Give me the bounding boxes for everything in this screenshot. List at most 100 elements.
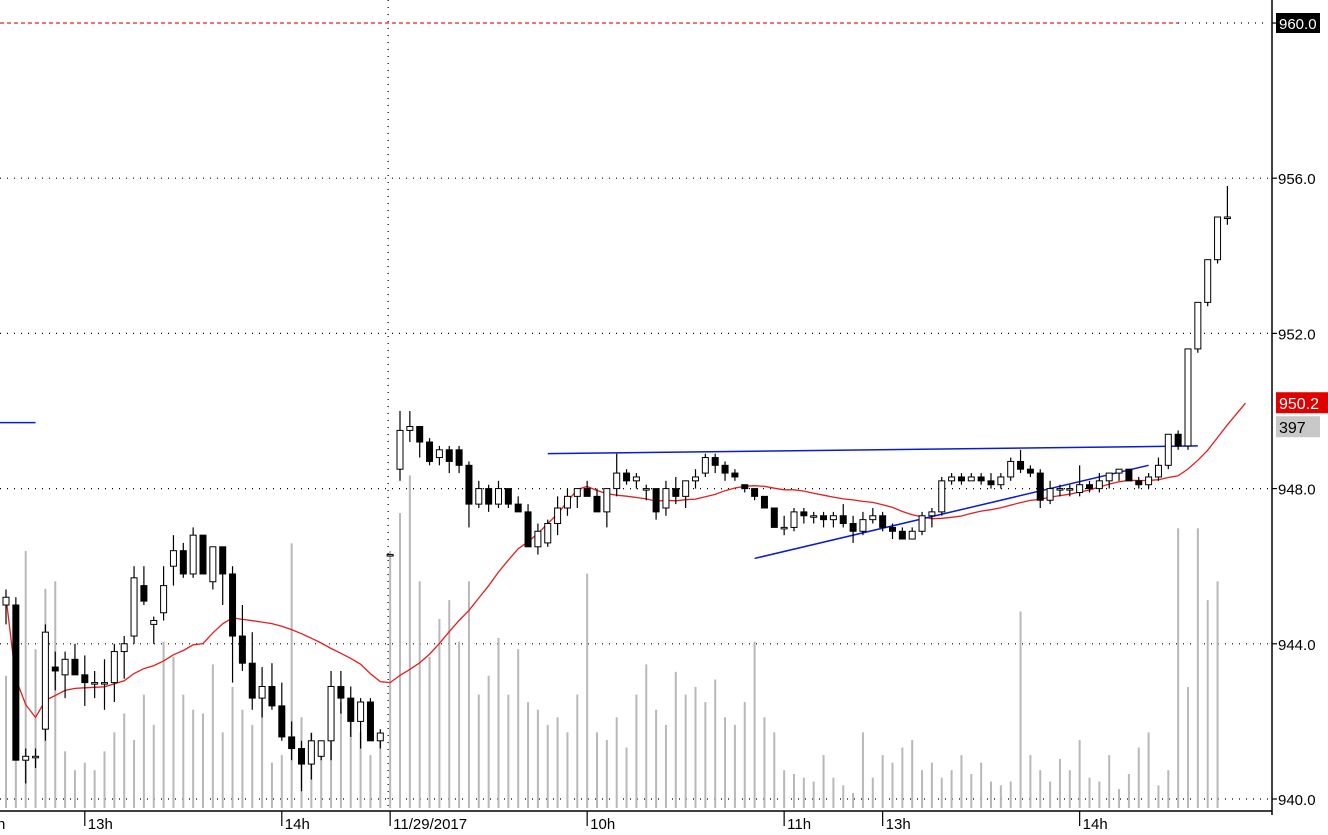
candle [51, 651, 59, 691]
candle-body [248, 662, 256, 699]
candle [1105, 472, 1113, 489]
candle-body [514, 503, 522, 513]
candle-body [573, 488, 581, 497]
candle [189, 527, 197, 578]
candle-body [357, 701, 365, 722]
candle-body [948, 476, 956, 482]
last-volume-label: 397 [1279, 420, 1306, 437]
candle [1036, 469, 1044, 508]
candle-body [800, 511, 808, 517]
candlesticks [2, 185, 1231, 792]
candle-body [938, 480, 946, 513]
candle [554, 496, 562, 536]
candle-body [829, 515, 837, 521]
candle-body [790, 511, 798, 528]
candle-body [721, 464, 729, 474]
candle-body [1007, 460, 1015, 478]
time-tick-label: 14h [285, 816, 310, 833]
candle-body [1066, 488, 1074, 491]
candle [770, 507, 778, 528]
candle [1056, 484, 1064, 497]
candle [997, 473, 1005, 489]
candle-body [376, 732, 384, 742]
candle [61, 651, 69, 699]
price-tick-label: 948.0 [1278, 482, 1316, 499]
candle [248, 632, 256, 710]
candle [376, 729, 384, 749]
candle-body [475, 488, 483, 505]
candle-body [51, 666, 59, 672]
candle-body [534, 530, 542, 548]
candle [169, 535, 177, 586]
candle-body [731, 472, 739, 478]
candle [406, 411, 414, 443]
candle [583, 480, 591, 497]
candle [1007, 457, 1015, 481]
price-tick-label: 952.0 [1278, 326, 1316, 343]
candle-body [416, 426, 424, 443]
candle [337, 670, 345, 714]
candle-body [91, 682, 99, 685]
candle [219, 546, 227, 605]
candle [918, 511, 926, 536]
candle [32, 748, 40, 768]
candle-body [1026, 468, 1034, 474]
candle-body [1135, 480, 1143, 486]
candle-body [101, 682, 108, 685]
last-price-label: 950.2 [1279, 396, 1319, 413]
candle-body [307, 740, 315, 765]
candle-body [1095, 480, 1103, 490]
candle [573, 488, 581, 508]
candle [268, 663, 276, 710]
candle-body [160, 585, 168, 614]
last-volume-box [1276, 416, 1320, 438]
time-tick-label: 14h [1083, 816, 1108, 833]
candle-body [110, 651, 118, 684]
candle [317, 740, 325, 761]
candle [800, 508, 808, 524]
candle-body [613, 472, 621, 490]
candle-body [879, 515, 887, 528]
candle [1145, 473, 1153, 489]
volume-bars [5, 475, 1219, 808]
candle-body [977, 476, 985, 482]
candle-body [770, 507, 778, 528]
candle [1046, 480, 1054, 505]
candle-body [199, 534, 207, 575]
candle [504, 488, 512, 508]
candle [908, 527, 916, 540]
candle-body [150, 620, 158, 625]
candle [701, 453, 709, 477]
candle [12, 597, 20, 761]
candle [130, 566, 138, 644]
candle-body [957, 476, 965, 482]
candle [711, 453, 719, 474]
candle [829, 511, 837, 528]
candle [110, 643, 118, 702]
candle-body [278, 705, 286, 738]
candle-body [1046, 488, 1054, 501]
candle [1026, 465, 1034, 477]
candle [455, 445, 463, 474]
candle [1194, 301, 1202, 353]
candle-body [396, 429, 404, 470]
price-tick-label: 960.0 [1279, 16, 1317, 33]
candle-body [366, 701, 374, 742]
candle-body [918, 515, 926, 532]
candle [682, 480, 690, 508]
candle [357, 698, 365, 749]
candle-body [317, 740, 325, 757]
candle-body [288, 736, 296, 750]
candle [229, 566, 237, 683]
candle [160, 566, 168, 621]
candle [1204, 259, 1212, 307]
grid [0, 0, 1268, 812]
candle [672, 476, 680, 505]
candle [495, 480, 502, 508]
candle-body [445, 449, 453, 462]
candle-body [997, 476, 1005, 486]
candle [1154, 457, 1162, 481]
candle-body [435, 449, 443, 459]
time-tick-label: 11/29/2017 [393, 816, 467, 833]
candle [613, 453, 621, 497]
